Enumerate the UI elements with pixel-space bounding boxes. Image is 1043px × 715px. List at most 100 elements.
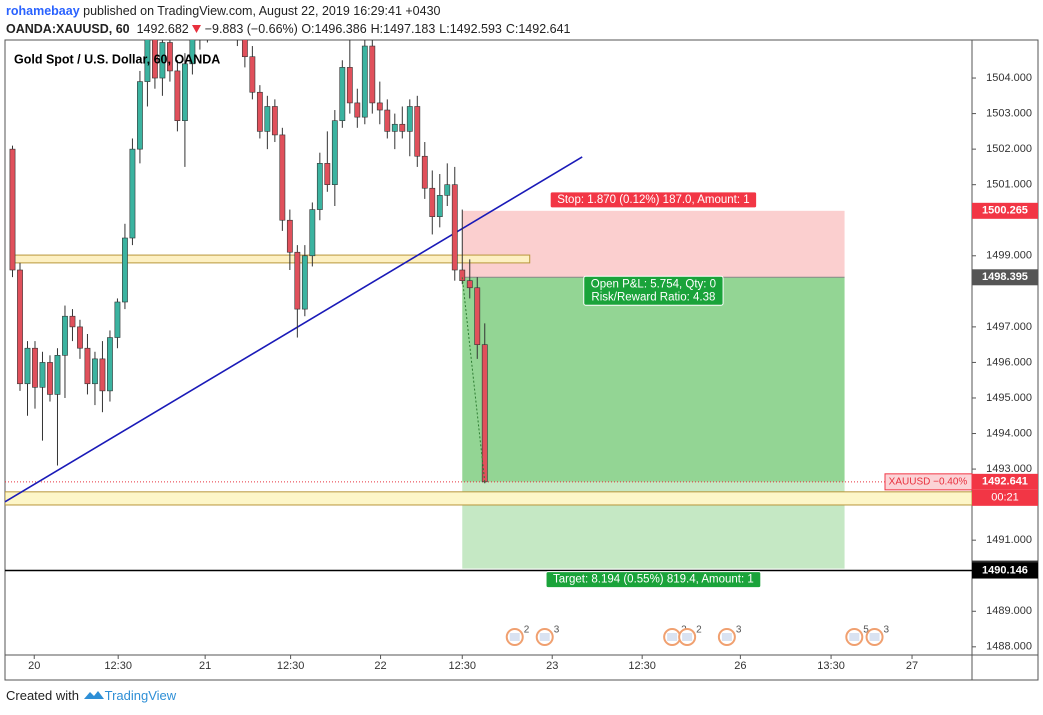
stop-area [462, 210, 845, 278]
y-tick-label: 1494.000 [986, 427, 1032, 439]
change: −9.883 (−0.66%) [204, 22, 298, 36]
candle-body [286, 219, 293, 253]
down-arrow [192, 25, 202, 33]
countdown-bg [972, 489, 1038, 506]
candle-body [391, 123, 398, 132]
candle-body [384, 109, 391, 132]
stop-label-text: Stop: 1.870 (0.12%) 187.0, Amount: 1 [557, 194, 749, 206]
y-tick-label: 1499.000 [986, 250, 1032, 262]
candle-body [474, 287, 481, 345]
pnl-label-bg [583, 275, 724, 306]
footer: Created with TradingView [6, 688, 176, 703]
ohlc-value: C:1492.641 [505, 22, 571, 36]
price-tag [972, 473, 1038, 490]
candle-body [421, 155, 428, 189]
candle-body [399, 123, 406, 132]
header: rohamebaay published on TradingView.com,… [6, 2, 575, 38]
x-tick-label: 20 [28, 660, 40, 672]
x-tick-label: 12:30 [448, 660, 476, 672]
header-line-2: OANDA:XAUUSD, 60 1492.682 −9.883 (−0.66%… [6, 20, 575, 38]
candle-body [406, 106, 413, 132]
price-tag-label: 1498.395 [982, 271, 1028, 283]
candle-body [17, 269, 23, 385]
profit-area-open [462, 277, 845, 482]
candle-body [271, 106, 278, 136]
candle-body [436, 195, 443, 217]
y-tick-label: 1493.000 [986, 463, 1032, 475]
event-flag [667, 633, 678, 641]
candle-body [182, 63, 188, 121]
event-count: 2 [696, 625, 702, 636]
candle-body [316, 163, 323, 210]
x-tick-label: 13:30 [817, 660, 845, 672]
chart-title: Gold Spot / U.S. Dollar, 60, OANDA [14, 52, 220, 66]
candle-body [339, 67, 346, 121]
ohlc-value: L:1492.593 [439, 22, 502, 36]
candle-body [241, 40, 248, 58]
event-flag [509, 633, 520, 641]
event-count: 3 [736, 625, 742, 636]
trendline [5, 156, 583, 503]
x-tick-label: 26 [734, 660, 746, 672]
candle-body [459, 269, 466, 281]
x-tick-label: 22 [374, 660, 386, 672]
y-tick-label: 1497.000 [986, 321, 1032, 333]
candle-body [466, 280, 473, 289]
price-tag-label: 1500.265 [982, 205, 1028, 217]
brand[interactable]: TradingView [104, 688, 177, 703]
y-tick-label: 1502.000 [986, 143, 1032, 155]
event-flag [869, 633, 880, 641]
candle-body [369, 45, 376, 104]
event-flag [539, 633, 550, 641]
candle-body [54, 355, 61, 395]
y-tick-label: 1495.000 [986, 392, 1032, 404]
user[interactable]: rohamebaay [6, 4, 80, 18]
candle-body [294, 251, 301, 310]
candle-body [77, 326, 83, 349]
plot-area [5, 40, 972, 572]
symbol[interactable]: OANDA:XAUUSD, 60 [6, 22, 130, 36]
y-tick-label: 1504.000 [986, 72, 1032, 84]
candle-body [301, 255, 308, 310]
symbol-tag: XAUUSD −0.40% [889, 476, 968, 487]
price-tag-label: 1492.641 [982, 476, 1028, 488]
x-tick-label: 21 [199, 660, 211, 672]
last-price: 1492.682 [136, 22, 189, 36]
countdown: 00:21 [991, 492, 1019, 504]
logo [83, 691, 104, 699]
candle-body [114, 301, 121, 338]
candle-body [331, 120, 338, 185]
zone [5, 491, 972, 506]
candle-body [346, 67, 353, 104]
event-flag [721, 633, 732, 641]
x-tick-label: 27 [906, 660, 918, 672]
x-tick-label: 23 [546, 660, 558, 672]
candle-body [444, 184, 451, 196]
candle-body [69, 315, 76, 328]
symbol-tag-bg [884, 473, 973, 491]
event-flag [849, 633, 860, 641]
candle-body [144, 40, 151, 82]
stop-label: Stop: 1.870 (0.12%) 187.0, Amount: 1 [549, 191, 758, 209]
candle-body [99, 358, 106, 392]
published: published on TradingView.com, August 22,… [83, 4, 441, 18]
price-tag [972, 269, 1038, 286]
candle-body [451, 184, 458, 271]
candle-body [429, 187, 436, 217]
candle-body [62, 315, 68, 356]
candle-body [324, 163, 331, 185]
x-tick-label: 12:30 [104, 660, 132, 672]
candle-body [122, 237, 128, 303]
candle-body [376, 102, 383, 111]
candle-body [39, 362, 46, 388]
price-tag-label: 1490.146 [982, 564, 1028, 576]
overlay: Gold Spot / U.S. Dollar, 60, OANDA 1488.0… [14, 52, 1038, 672]
candle-body [9, 148, 16, 271]
candle-body [309, 209, 316, 257]
candle-body [249, 56, 256, 93]
candle-body [414, 106, 421, 157]
y-tick-label: 1496.000 [986, 356, 1032, 368]
